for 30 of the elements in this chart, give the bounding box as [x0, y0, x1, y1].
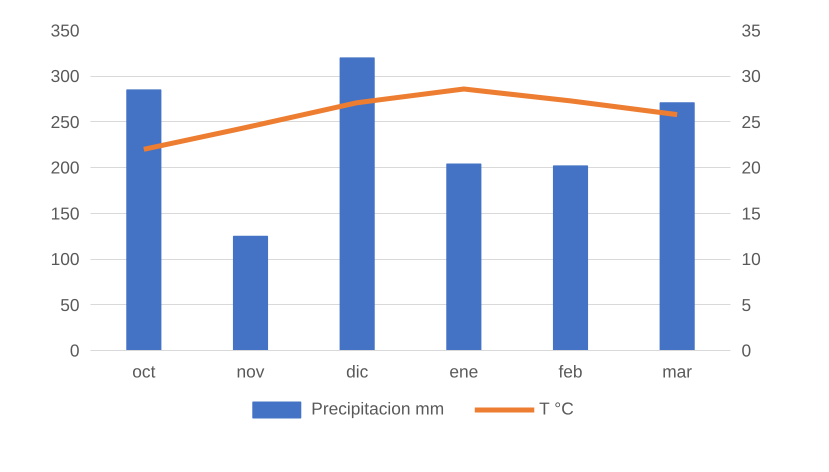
y2-tick-label: 0 [742, 340, 752, 360]
x-tick-label: dic [346, 362, 369, 382]
bar [552, 165, 588, 350]
y2-tick-label: 30 [742, 66, 761, 86]
y-tick-label: 0 [70, 340, 80, 360]
x-tick-label: feb [558, 362, 583, 382]
y-tick-label: 250 [50, 112, 80, 132]
x-tick-label: nov [236, 362, 265, 382]
y-tick-label: 300 [50, 66, 80, 86]
x-tick-label: mar [662, 362, 692, 382]
y2-tick-label: 20 [742, 158, 761, 178]
x-tick-label: ene [449, 362, 478, 382]
bar [660, 102, 695, 350]
y2-tick-label: 15 [742, 203, 761, 224]
bar [446, 163, 482, 350]
y2-tick-label: 5 [742, 294, 752, 315]
y-tick-label: 50 [60, 294, 80, 315]
legend-label: T °C [539, 398, 574, 420]
y2-tick-label: 10 [742, 249, 761, 270]
legend-label: Precipitacion mm [311, 398, 444, 420]
y-tick-label: 200 [50, 158, 80, 178]
bar [340, 57, 375, 350]
y2-tick-label: 25 [742, 112, 761, 132]
x-tick-label: oct [132, 362, 156, 382]
y-tick-label: 350 [50, 20, 80, 40]
bar [232, 236, 268, 350]
y-tick-label: 100 [50, 249, 80, 270]
y-tick-label: 150 [50, 203, 80, 224]
bar [126, 89, 162, 350]
y2-tick-label: 35 [742, 20, 761, 40]
